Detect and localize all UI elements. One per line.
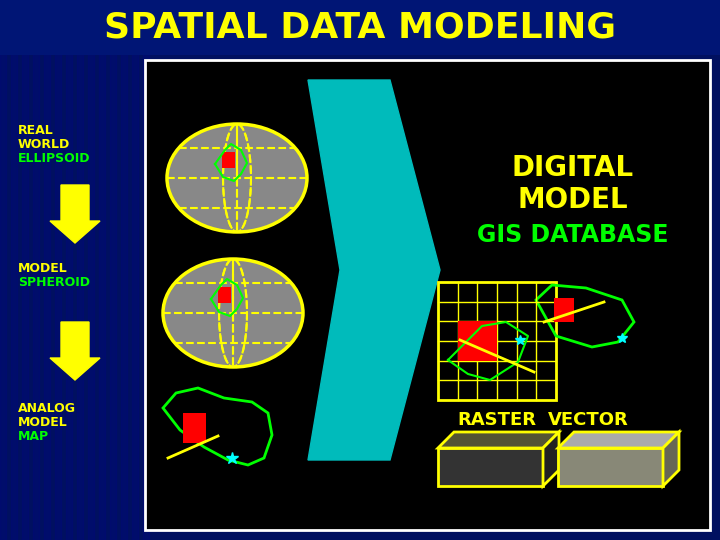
Bar (22, 0, 28, 540)
Bar (458, 321, 477, 341)
Bar (44, 0, 50, 540)
Bar (11, 0, 17, 540)
Bar (145, 60, 710, 530)
Text: DIGITAL: DIGITAL (512, 154, 634, 182)
Bar (110, 0, 116, 540)
Bar (458, 341, 477, 361)
Text: VECTOR: VECTOR (548, 411, 629, 429)
Text: MAP: MAP (18, 429, 49, 442)
Text: MODEL: MODEL (18, 415, 68, 429)
FancyArrow shape (50, 185, 100, 243)
Text: WORLD: WORLD (18, 138, 71, 151)
Bar (99, 0, 105, 540)
Bar (222, 152, 235, 168)
Ellipse shape (167, 124, 307, 232)
Text: REAL: REAL (18, 124, 54, 137)
Bar (77, 0, 83, 540)
Text: SPATIAL DATA MODELING: SPATIAL DATA MODELING (104, 11, 616, 45)
Polygon shape (543, 432, 559, 486)
FancyArrow shape (50, 322, 100, 380)
Ellipse shape (163, 259, 303, 367)
Text: SPHEROID: SPHEROID (18, 275, 90, 288)
Bar (477, 341, 497, 361)
Bar (0, 0, 720, 55)
Bar (66, 0, 72, 540)
Text: RASTER: RASTER (457, 411, 536, 429)
Text: GIS DATABASE: GIS DATABASE (477, 223, 669, 247)
Text: ANALOG: ANALOG (18, 402, 76, 415)
Bar (477, 321, 497, 341)
Bar (88, 0, 94, 540)
Bar (558, 448, 663, 486)
Bar (218, 287, 231, 303)
Text: MODEL: MODEL (18, 261, 68, 274)
Bar (438, 448, 543, 486)
Bar (55, 0, 61, 540)
Bar (554, 298, 574, 322)
Text: ELLIPSOID: ELLIPSOID (18, 152, 91, 165)
Bar (438, 282, 556, 400)
Bar (121, 0, 127, 540)
Bar (33, 0, 39, 540)
Bar (143, 0, 149, 540)
Bar (0, 0, 6, 540)
Polygon shape (438, 432, 559, 448)
Bar (132, 0, 138, 540)
Polygon shape (558, 432, 679, 448)
Text: MODEL: MODEL (518, 186, 629, 214)
Bar (183, 413, 206, 443)
Polygon shape (663, 432, 679, 486)
Polygon shape (308, 80, 440, 460)
